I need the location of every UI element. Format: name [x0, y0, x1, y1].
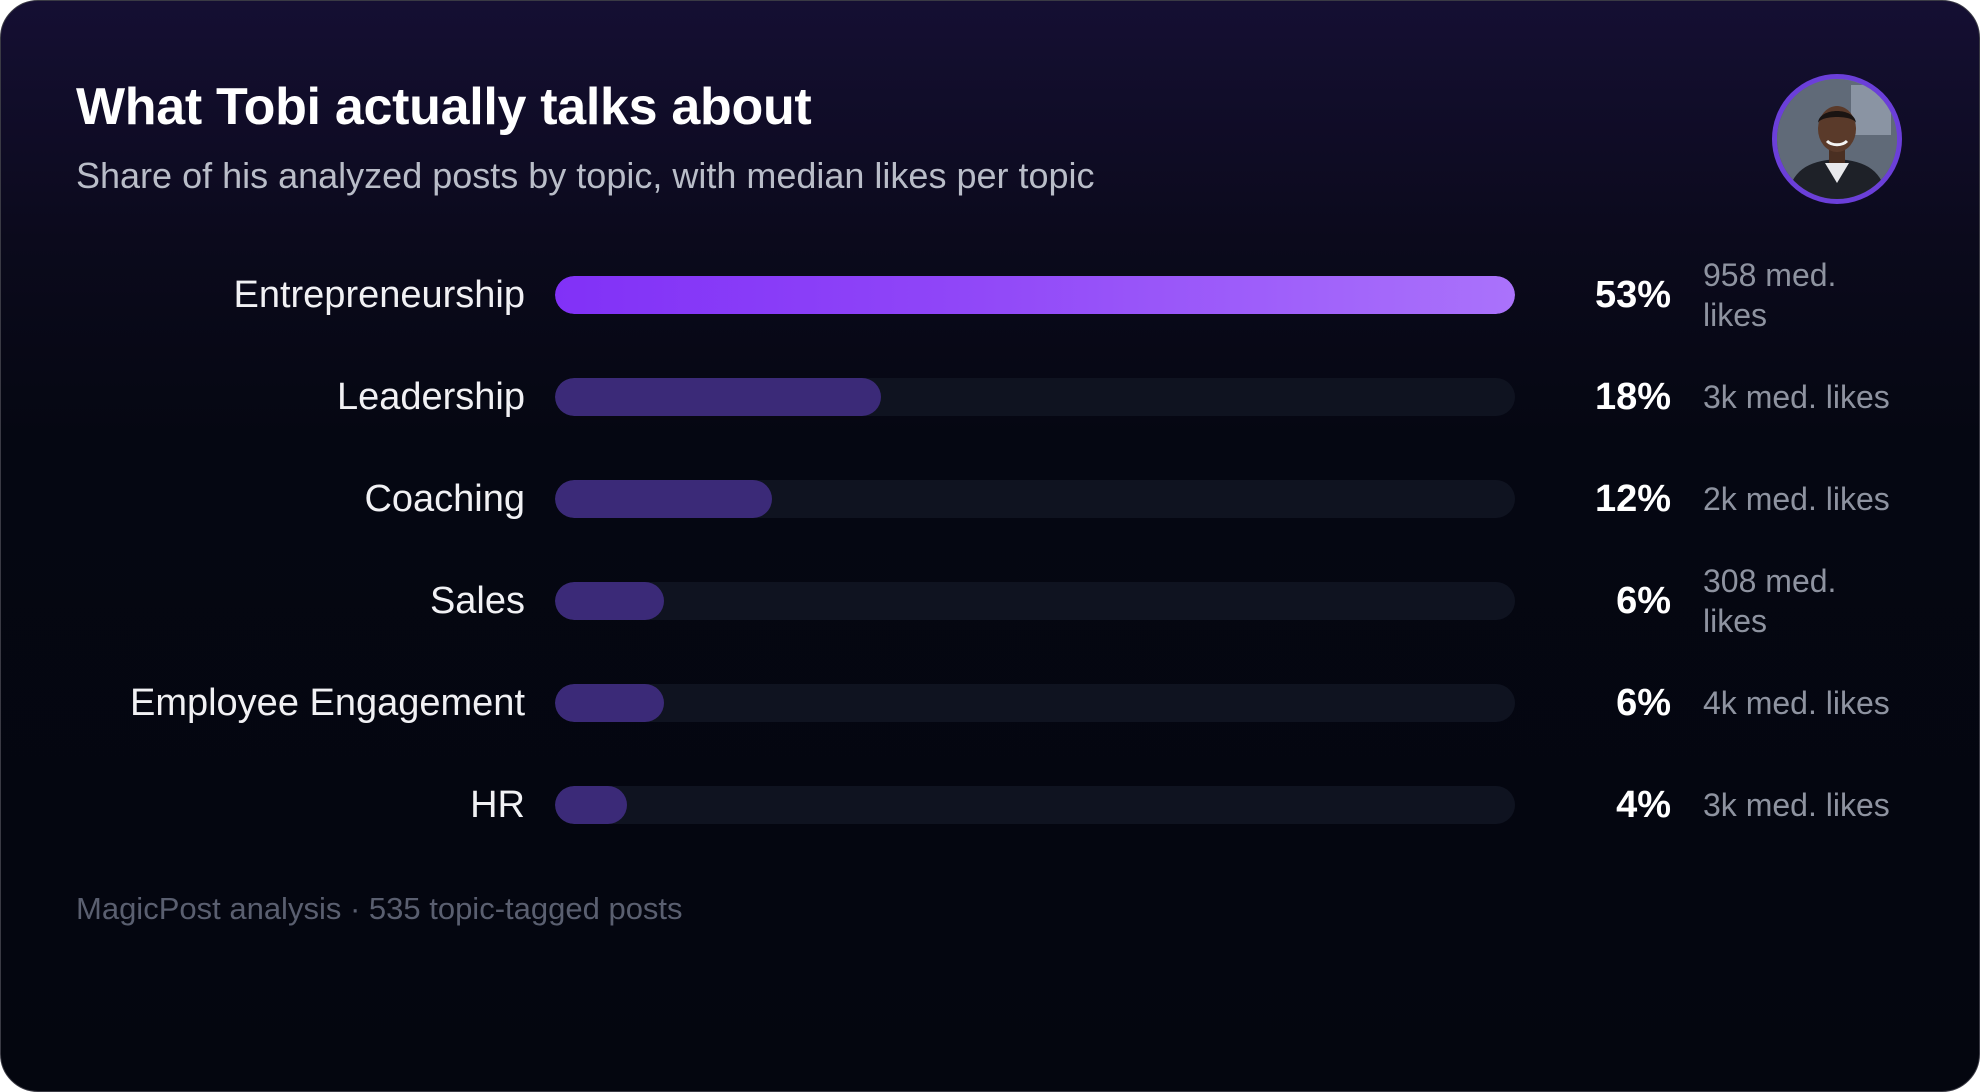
avatar-portrait-icon: [1777, 79, 1897, 199]
value-label: 6%: [1616, 682, 1671, 724]
category-label: Coaching: [364, 478, 525, 520]
bar: [555, 276, 1515, 314]
bar-row: Entrepreneurship 53% 958 med. likes: [1, 255, 1979, 335]
value-label: 12%: [1594, 478, 1671, 520]
median-likes-label: 4k med. likes: [1703, 685, 1890, 721]
bar-track: [555, 582, 1515, 620]
bar: [555, 684, 664, 722]
median-likes-label: 3k med. likes: [1703, 787, 1890, 823]
bar-row: Coaching 12% 2k med. likes: [1, 459, 1979, 539]
category-label: Employee Engagement: [129, 682, 525, 724]
category-label: Leadership: [336, 376, 525, 418]
bar-row: Leadership 18% 3k med. likes: [1, 357, 1979, 437]
chart-footer: MagicPost analysis · 535 topic-tagged po…: [76, 891, 683, 926]
chart-title: What Tobi actually talks about: [76, 78, 812, 136]
category-label: Sales: [429, 580, 525, 622]
median-likes-label: 2k med. likes: [1703, 481, 1890, 517]
median-likes-label: 958 med. likes: [1703, 257, 1837, 333]
bar-row: Sales 6% 308 med. likes: [1, 561, 1979, 641]
bar-track: [555, 378, 1515, 416]
value-label: 6%: [1616, 580, 1671, 622]
value-label: 4%: [1616, 784, 1671, 826]
median-likes-label: 3k med. likes: [1703, 379, 1890, 415]
bar-track: [555, 276, 1515, 314]
category-label: HR: [470, 784, 525, 826]
bar: [555, 582, 664, 620]
category-label: Entrepreneurship: [233, 274, 525, 316]
bar-track: [555, 480, 1515, 518]
chart-subtitle: Share of his analyzed posts by topic, wi…: [76, 155, 1095, 196]
avatar: [1772, 74, 1902, 204]
bar: [555, 480, 773, 518]
bar: [555, 786, 628, 824]
median-likes-label: 308 med. likes: [1703, 563, 1837, 639]
bar-row: Employee Engagement 6% 4k med. likes: [1, 663, 1979, 743]
value-label: 53%: [1594, 274, 1671, 316]
bar: [555, 378, 882, 416]
value-label: 18%: [1594, 376, 1671, 418]
bar-row: HR 4% 3k med. likes: [1, 765, 1979, 845]
bar-track: [555, 786, 1515, 824]
bar-track: [555, 684, 1515, 722]
